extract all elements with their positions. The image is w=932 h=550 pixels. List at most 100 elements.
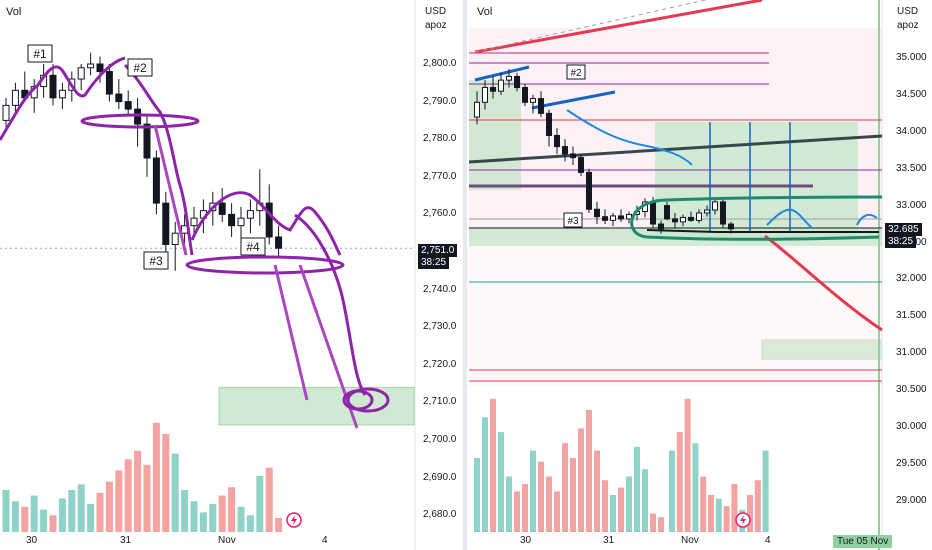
time-tick: 4 [322,535,328,546]
left-chart-panel[interactable]: Vol #1 #2 #3 #4 USD apoz 2,800.0 2,790.0 2,78… [0,0,463,550]
left-chart-svg[interactable]: #1 #2 #3 #4 [0,0,463,550]
volume-bar [190,501,198,532]
candle-body [610,215,616,221]
midline [468,134,883,164]
annotation-label: #4 [240,237,266,256]
candle-body [626,213,632,220]
candle-body [482,87,488,103]
candle-body [530,98,536,103]
volume-bar [256,476,264,532]
blue-curve [566,109,693,166]
price-tick: 2,680.0 [423,509,457,521]
last-price-tag: 2,751.0 [418,244,458,257]
volume-bar [152,422,160,532]
candle-body [728,223,734,230]
volume-bar [610,495,616,532]
base-line [646,229,879,233]
right-chart-svg[interactable]: #2 #3 [467,0,932,550]
price-tick: 33.000 [896,199,927,211]
trend-line [153,124,188,256]
price-tick: 34.500 [896,88,927,100]
scale-mode-label: apoz [425,20,447,31]
candle-body [712,201,718,211]
price-tick: 2,760.0 [423,208,457,220]
time-tick: 31 [120,535,132,546]
volume-bar [162,434,170,532]
projection-curve [764,234,883,332]
base-drawing [666,195,883,202]
candle-body [546,112,552,136]
volume-bar [115,470,123,532]
volume-bar [762,450,769,532]
annotation-box [240,237,266,256]
blue-trend-line [474,65,530,82]
annotation-text: #3 [149,254,163,268]
candle-body [650,201,656,225]
volume-bar [594,450,600,532]
volume-bar [482,417,488,532]
volume-bar [490,398,496,532]
price-tick: 2,800.0 [423,58,457,69]
candle-body [538,98,544,114]
price-tick: 30.500 [896,384,927,396]
volume-bar [708,495,714,532]
candle-body [218,202,226,215]
currency-label: USD [425,6,447,17]
target-zone [218,386,415,426]
volume-bar [105,481,113,532]
volume-bar [11,501,19,532]
price-tick: 2,710.0 [423,396,457,408]
volume-bar [578,428,584,532]
candle-body [134,108,142,125]
candle-body [87,63,95,69]
time-tick: 30 [26,535,38,546]
right-chart-panel[interactable]: Vol #2 #3 USD apoz 35.000 34.500 34.000 33.5… [467,0,932,550]
target-circle [342,389,374,411]
candle-body [594,208,600,218]
candle-body [586,171,592,210]
candle-body [696,212,702,221]
annotation-box [143,251,169,270]
volume-bar [2,490,10,532]
candle-body [664,205,670,220]
price-tick: 32.000 [896,273,927,285]
volume-bar [538,461,544,532]
candle-body [570,153,576,159]
candle-body [143,123,151,159]
volume-bar [692,443,699,532]
candle-body [49,74,57,99]
volume-bar [58,498,66,532]
candle-body [498,79,504,92]
price-tick: 2,690.0 [423,471,457,483]
projection-curve [294,213,367,396]
annotation-text: #3 [567,216,579,227]
price-tick: 34.000 [896,125,927,137]
panel-divider[interactable] [463,0,467,550]
last-price-tag: 32.685 [885,223,922,236]
volume-bar [650,513,656,532]
volume-bar [506,476,512,532]
second-peak-drawing [190,191,342,256]
volume-bar [669,450,675,532]
candle-body [105,71,113,95]
candle-body [514,75,520,89]
blue-trend-line [531,90,616,110]
candle-body [618,215,624,220]
volume-bar [134,450,142,532]
annotation-text: #1 [33,47,47,61]
volume-bar [40,509,48,532]
price-tick: 31.000 [896,347,927,359]
volume-bar [275,518,283,532]
neckline-ellipse [80,113,200,129]
candle-body [562,146,568,155]
candle-body [680,216,686,223]
candle-body [602,216,608,221]
candle-body [672,218,678,223]
volume-bar [700,476,707,532]
candle-body [124,101,132,110]
dashed-trend-line [474,0,708,53]
volume-bar [96,492,104,532]
volume-label: Vol [477,6,493,18]
price-tick: 2,770.0 [423,170,457,182]
drop-drawing [123,63,194,256]
